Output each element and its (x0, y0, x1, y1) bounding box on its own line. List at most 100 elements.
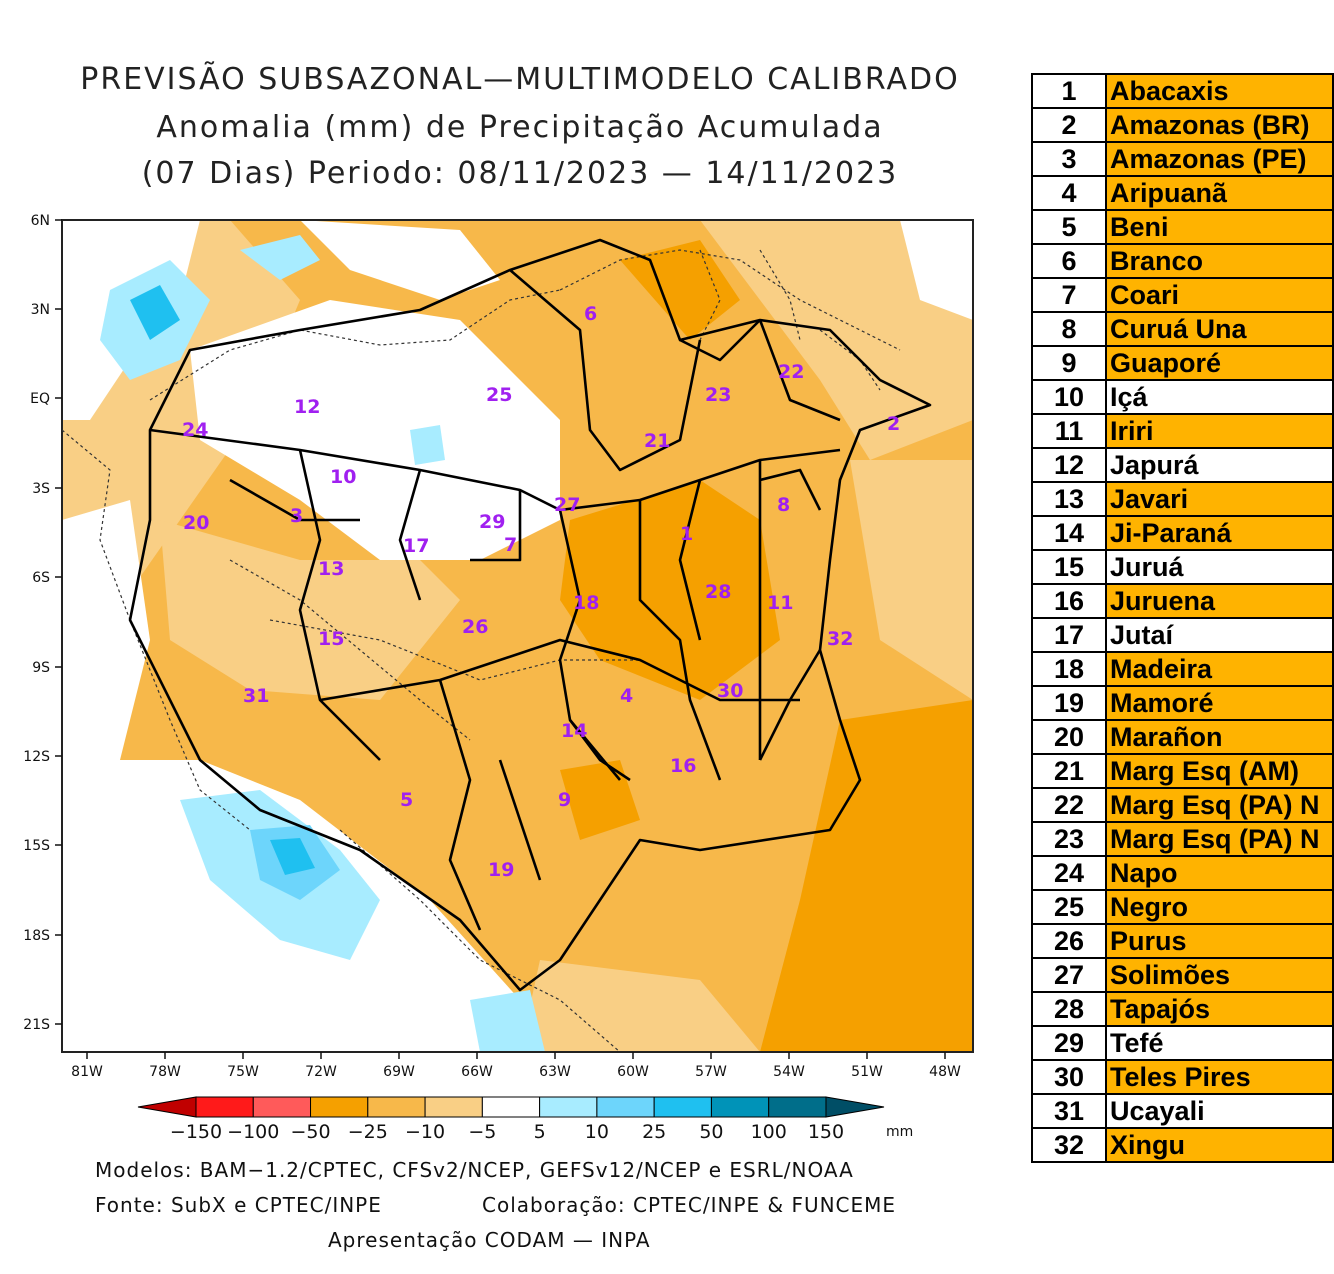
basin-label-3: 3 (290, 505, 303, 527)
basin-row: 17 Jutaí (1031, 617, 1334, 653)
basin-number: 13 (1031, 481, 1107, 517)
basin-label-16: 16 (670, 755, 696, 777)
basin-row: 7 Coari (1031, 277, 1334, 313)
basin-name: Amazonas (PE) (1105, 141, 1334, 177)
colorbar-tick-label: 150 (808, 1121, 844, 1143)
colorbar-cell (424, 1096, 483, 1118)
basin-number: 9 (1031, 345, 1107, 381)
basin-number: 1 (1031, 73, 1107, 109)
basin-name: Ji-Paraná (1105, 515, 1334, 551)
basin-name: Marg Esq (PA) N (1105, 821, 1334, 857)
basin-name: Tefé (1105, 1025, 1334, 1061)
lat-label: 12S (23, 749, 50, 765)
basin-number: 30 (1031, 1059, 1107, 1095)
basin-row: 8 Curuá Una (1031, 311, 1334, 347)
lat-label: 21S (23, 1017, 50, 1033)
basin-label-29: 29 (479, 511, 505, 533)
colorbar-high-arrow (825, 1096, 885, 1118)
basin-label-27: 27 (554, 494, 580, 516)
basin-number: 32 (1031, 1127, 1107, 1163)
basin-row: 11 Iriri (1031, 413, 1334, 449)
basin-label-4: 4 (620, 685, 633, 707)
lat-label: 6S (32, 570, 50, 586)
basin-row: 31 Ucayali (1031, 1093, 1334, 1129)
basin-row: 18 Madeira (1031, 651, 1334, 687)
basin-number: 22 (1031, 787, 1107, 823)
basin-label-18: 18 (573, 592, 599, 614)
lon-label: 75W (227, 1064, 259, 1080)
colorbar: −150 −100 −50 −25 −10 −5 5 10 25 50 100 150 mm (137, 1096, 913, 1143)
basin-name: Madeira (1105, 651, 1334, 687)
basin-number: 29 (1031, 1025, 1107, 1061)
colorbar-tick-label: −5 (468, 1121, 496, 1143)
basin-row: 23 Marg Esq (PA) N (1031, 821, 1334, 857)
basin-row: 20 Marañon (1031, 719, 1334, 755)
basin-row: 24 Napo (1031, 855, 1334, 891)
colorbar-tick-label: −25 (348, 1121, 388, 1143)
basin-name: Abacaxis (1105, 73, 1334, 109)
basin-row: 27 Solimões (1031, 957, 1334, 993)
basin-row: 26 Purus (1031, 923, 1334, 959)
colorbar-cell (768, 1096, 827, 1118)
basin-number: 23 (1031, 821, 1107, 857)
basin-number: 16 (1031, 583, 1107, 619)
basin-label-32: 32 (827, 628, 853, 650)
lat-label: 3S (32, 481, 50, 497)
basin-label-15: 15 (318, 628, 344, 650)
basin-label-5: 5 (400, 789, 413, 811)
basin-row: 21 Marg Esq (AM) (1031, 753, 1334, 789)
basin-name: Javari (1105, 481, 1334, 517)
basin-name: Napo (1105, 855, 1334, 891)
basin-number: 10 (1031, 379, 1107, 415)
lon-label: 72W (305, 1064, 337, 1080)
lat-label: 15S (23, 838, 50, 854)
basin-number: 15 (1031, 549, 1107, 585)
basin-number: 14 (1031, 515, 1107, 551)
basin-name: Xingu (1105, 1127, 1334, 1163)
basin-row: 13 Javari (1031, 481, 1334, 517)
lon-label: 63W (539, 1064, 571, 1080)
basin-label-7: 7 (504, 534, 517, 556)
basin-row: 10 Içá (1031, 379, 1334, 415)
basin-label-21: 21 (644, 430, 670, 452)
lon-label: 69W (383, 1064, 415, 1080)
basin-row: 5 Beni (1031, 209, 1334, 245)
basin-row: 19 Mamoré (1031, 685, 1334, 721)
basin-row: 30 Teles Pires (1031, 1059, 1334, 1095)
lat-label: 3N (31, 302, 50, 318)
basin-row: 15 Juruá (1031, 549, 1334, 585)
lon-label: 57W (695, 1064, 727, 1080)
credits-collab: Colaboração: CPTEC/INPE & FUNCEME (482, 1193, 897, 1217)
anomaly-map: 1 2 3 4 5 6 7 8 9 10 11 12 13 14 15 16 1… (23, 213, 974, 1143)
lon-label: 51W (851, 1064, 883, 1080)
credits-source: Fonte: SubX e CPTEC/INPE (95, 1193, 382, 1217)
basin-name: Amazonas (BR) (1105, 107, 1334, 143)
basin-labels: 1 2 3 4 5 6 7 8 9 10 11 12 13 14 15 16 1… (182, 303, 900, 881)
basin-row: 29 Tefé (1031, 1025, 1334, 1061)
basin-row: 6 Branco (1031, 243, 1334, 279)
basin-number: 5 (1031, 209, 1107, 245)
basin-name: Marg Esq (AM) (1105, 753, 1334, 789)
basin-label-6: 6 (584, 303, 597, 325)
basin-name: Beni (1105, 209, 1334, 245)
colorbar-tick-label: 5 (534, 1121, 546, 1143)
basin-label-19: 19 (488, 859, 514, 881)
map-title-line3: (07 Dias) Periodo: 08/11/2023 — 14/11/20… (141, 156, 899, 191)
colorbar-tick-label: −150 (170, 1121, 222, 1143)
basin-number: 3 (1031, 141, 1107, 177)
basin-number: 25 (1031, 889, 1107, 925)
basin-row: 2 Amazonas (BR) (1031, 107, 1334, 143)
colorbar-cell (367, 1096, 426, 1118)
map-title-line1: PREVISÃO SUBSAZONAL—MULTIMODELO CALIBRAD… (80, 62, 960, 97)
basin-name: Içá (1105, 379, 1334, 415)
colorbar-tick-label: 25 (642, 1121, 666, 1143)
basin-row: 4 Aripuanã (1031, 175, 1334, 211)
basin-number: 18 (1031, 651, 1107, 687)
credits-models: Modelos: BAM−1.2/CPTEC, CFSv2/NCEP, GEFS… (95, 1158, 854, 1182)
basin-name: Japurá (1105, 447, 1334, 483)
lon-axis: 81W 78W 75W 72W 69W 66W 63W 60W 57W 54W … (71, 1052, 961, 1080)
lat-label: 18S (23, 928, 50, 944)
colorbar-tick-label: −10 (405, 1121, 445, 1143)
basin-name: Iriri (1105, 413, 1334, 449)
colorbar-cell (653, 1096, 712, 1118)
